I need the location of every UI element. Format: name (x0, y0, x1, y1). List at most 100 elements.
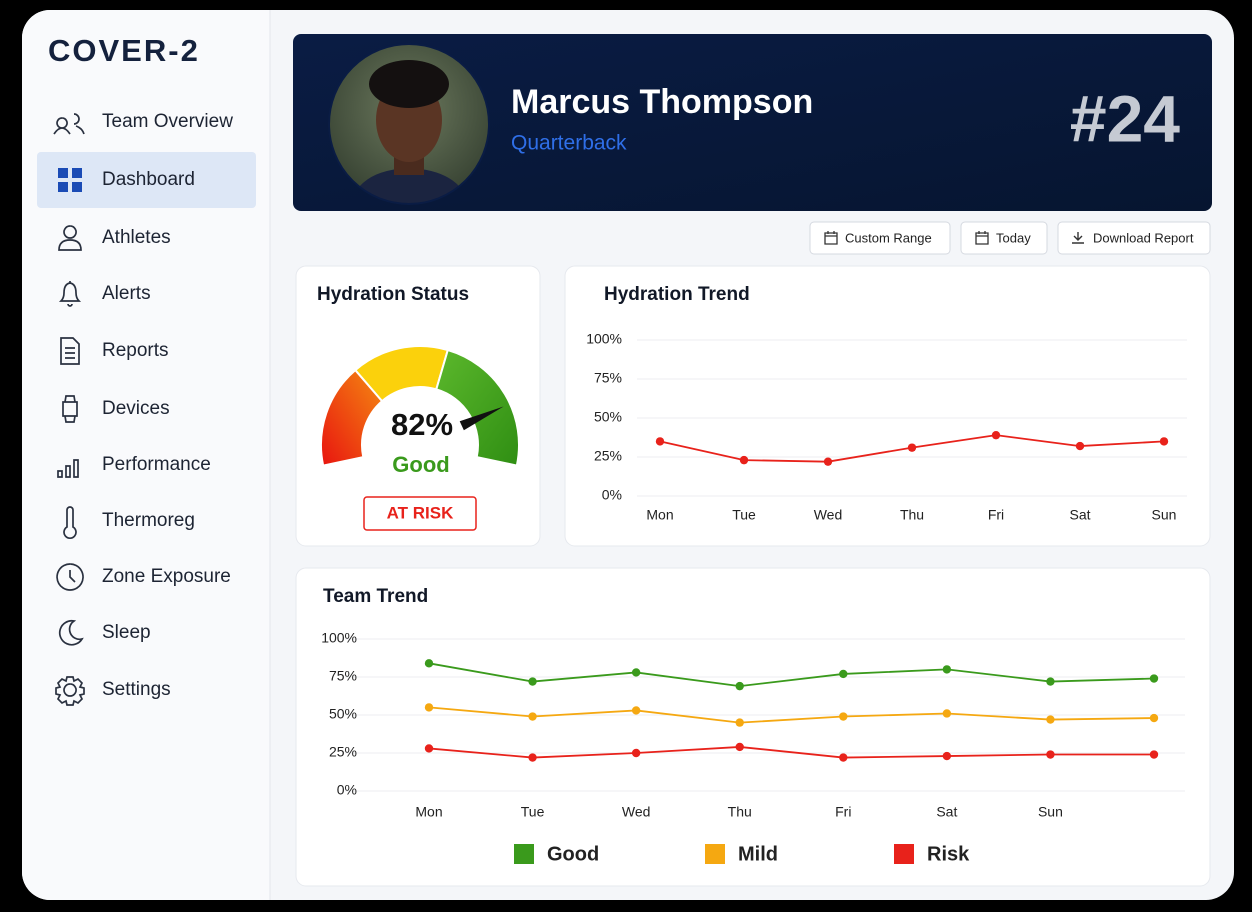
data-point (424, 744, 434, 753)
button-icon (824, 231, 838, 245)
gauge-segment (435, 348, 520, 467)
series-line (428, 746, 1154, 759)
data-point (735, 718, 744, 727)
nav-item[interactable]: Dashboard (102, 169, 195, 190)
x-tick-label: Sun (1152, 507, 1177, 523)
photo-ring (328, 43, 490, 205)
action-button[interactable] (809, 221, 951, 255)
legend-label: Good (547, 843, 599, 865)
x-tick-label: Sat (1069, 507, 1090, 523)
legend-swatch (705, 844, 725, 864)
button-label[interactable]: Download Report (1093, 230, 1194, 245)
sidebar (22, 10, 270, 900)
data-point (942, 665, 952, 674)
nav-icon (62, 395, 78, 423)
data-point (739, 455, 749, 465)
nav-icon (55, 676, 85, 706)
data-point (1149, 674, 1159, 683)
x-tick-label: Sat (936, 804, 957, 820)
button-icon (975, 231, 989, 245)
nav-icon (58, 619, 84, 646)
nav-item[interactable]: Zone Exposure (102, 566, 231, 587)
nav-icon (63, 506, 77, 540)
nav-item[interactable]: Alerts (102, 283, 151, 304)
button-label[interactable]: Custom Range (845, 230, 932, 245)
data-point (942, 751, 952, 761)
x-tick-label: Mon (646, 507, 673, 523)
alert-label: AT RISK (387, 503, 454, 522)
legend-label: Risk (927, 843, 970, 865)
nav-item[interactable]: Devices (102, 398, 170, 419)
button-label[interactable]: Today (996, 230, 1031, 245)
card-title: Hydration Trend (604, 284, 750, 305)
y-tick-label: 100% (321, 630, 357, 646)
x-tick-label: Tue (521, 804, 545, 820)
data-point (907, 443, 917, 452)
y-tick-label: 0% (602, 487, 622, 503)
nav-item[interactable]: Reports (102, 340, 169, 361)
nav-item[interactable]: Settings (102, 679, 171, 700)
y-tick-label: 50% (594, 409, 622, 425)
data-point (1046, 677, 1055, 686)
y-tick-label: 0% (337, 782, 357, 798)
data-point (735, 681, 744, 691)
x-tick-label: Fri (988, 507, 1004, 523)
action-button[interactable] (1057, 221, 1211, 255)
nav-item[interactable]: Athletes (102, 227, 171, 248)
athlete-position: Quarterback (511, 132, 627, 155)
y-tick-label: 25% (329, 744, 357, 760)
y-tick-label: 50% (329, 706, 357, 722)
nav-icon (58, 168, 82, 192)
nav-item[interactable]: Performance (102, 454, 211, 475)
x-tick-label: Fri (835, 804, 851, 820)
data-point (631, 668, 641, 677)
series-line (428, 706, 1155, 724)
data-point (424, 659, 434, 668)
alert-badge (363, 496, 477, 531)
action-button[interactable] (960, 221, 1048, 255)
data-point (631, 706, 641, 715)
data-point (528, 753, 537, 762)
x-tick-label: Sun (1038, 804, 1063, 820)
data-point (839, 712, 848, 721)
button-icon (1072, 232, 1084, 244)
series-line (428, 662, 1155, 688)
card (295, 265, 541, 547)
legend-swatch (514, 844, 534, 864)
nav-icon (56, 563, 84, 591)
nav-icon (53, 113, 85, 135)
gauge-needle (459, 406, 504, 431)
y-tick-label: 75% (594, 370, 622, 386)
nav-active-bg (37, 152, 256, 208)
nav-item[interactable]: Team Overview (102, 111, 233, 132)
data-point (942, 709, 952, 718)
legend-swatch (894, 844, 914, 864)
x-tick-label: Thu (900, 507, 924, 523)
data-point (1046, 715, 1055, 724)
x-tick-label: Wed (622, 804, 651, 820)
data-point (528, 677, 537, 686)
data-point (424, 703, 434, 712)
data-point (631, 748, 641, 758)
nav-icon (57, 459, 79, 478)
data-point (823, 457, 833, 466)
nav-item[interactable]: Thermoreg (102, 510, 195, 531)
card (295, 567, 1211, 887)
data-point (1149, 713, 1159, 723)
x-tick-label: Mon (415, 804, 442, 820)
data-point (1075, 441, 1085, 451)
data-point (839, 669, 848, 679)
nav-icon (60, 337, 80, 365)
data-point (1159, 437, 1169, 446)
athlete-name: Marcus Thompson (511, 83, 813, 121)
data-point (528, 712, 537, 721)
nav-icon (58, 281, 82, 307)
nav-item[interactable]: Sleep (102, 622, 151, 643)
athlete-photo (329, 44, 489, 204)
profile-header (293, 34, 1212, 211)
data-point (1046, 750, 1055, 759)
x-tick-label: Thu (728, 804, 752, 820)
card-title: Hydration Status (317, 284, 469, 305)
data-point (655, 437, 665, 446)
